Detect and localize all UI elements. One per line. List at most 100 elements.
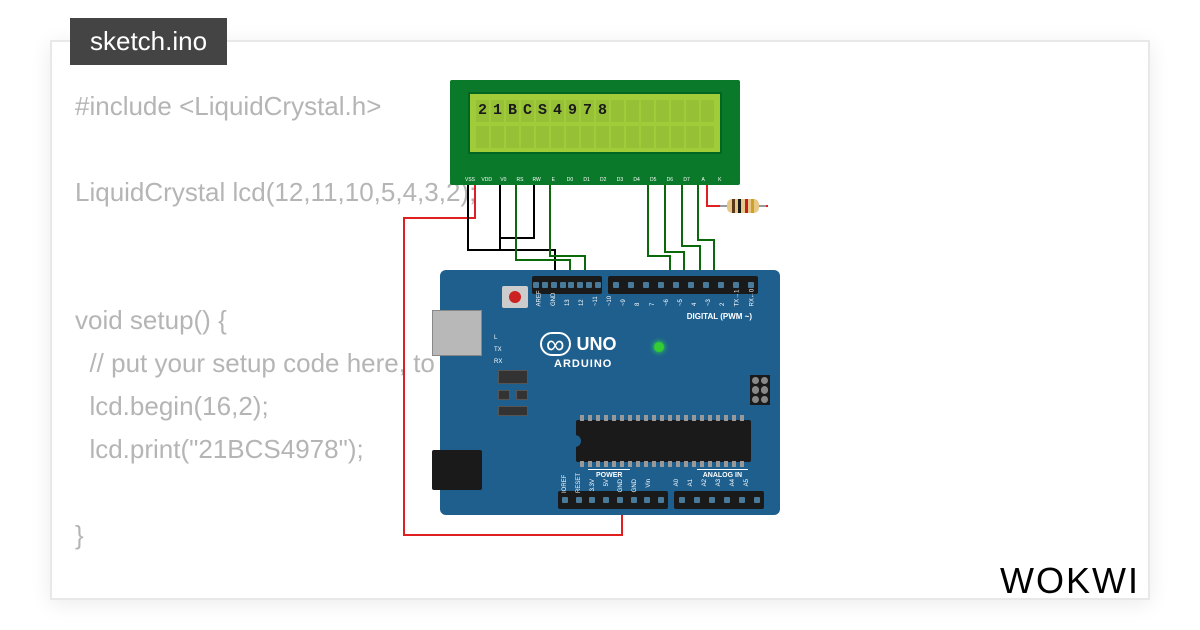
resistor-lead: [720, 205, 727, 207]
power-header: [558, 491, 668, 509]
resistor-band: [751, 199, 754, 213]
pin-label: ~6: [664, 292, 670, 306]
circuit-diagram[interactable]: 21BCS4978 VSSVDDV0RSRWED0D1D2D3D4D5D6D7A…: [380, 80, 860, 540]
pin-label: A0: [674, 479, 680, 493]
code-line: }: [75, 520, 84, 550]
lcd-pin-label: D7: [681, 177, 693, 183]
tx-rx-labels: L TX RX: [494, 332, 502, 368]
pin-label: 12: [579, 292, 585, 306]
pin-label: 8: [636, 292, 642, 306]
lcd-char: [626, 100, 639, 122]
pin-label: A3: [716, 479, 722, 493]
pin-label: ~11: [593, 292, 599, 306]
lcd-char: [686, 100, 699, 122]
code-line: lcd.begin(16,2);: [75, 391, 269, 421]
brand-label: ARDUINO: [554, 358, 612, 370]
pin-label: RX←0: [750, 292, 756, 307]
lcd-char: [686, 126, 699, 148]
l-label: L: [494, 332, 502, 344]
lcd-char: [611, 126, 624, 148]
lcd-char: [611, 100, 624, 122]
pin-label: 5V: [604, 479, 610, 493]
lcd-char: 4: [551, 100, 564, 122]
pin-label: 4: [692, 292, 698, 306]
lcd-module[interactable]: 21BCS4978 VSSVDDV0RSRWED0D1D2D3D4D5D6D7A…: [450, 80, 740, 185]
lcd-char: [656, 126, 669, 148]
pin-label: 3.3V: [590, 479, 596, 493]
pin-label: A4: [730, 479, 736, 493]
lcd-pin-label: E: [547, 177, 559, 183]
lcd-pin-label: RS: [514, 177, 526, 183]
lcd-char: [641, 126, 654, 148]
lcd-pin-label: V0: [497, 177, 509, 183]
digital-label: DIGITAL (PWM ~): [687, 312, 752, 321]
usb-port: [432, 310, 482, 356]
lcd-char: [491, 126, 504, 148]
resistor-band: [738, 199, 741, 213]
top-pin-labels: AREFGND1312~11~10~987~6~54~32TX→1RX←0: [532, 296, 760, 302]
pin-label: ~3: [706, 292, 712, 306]
file-tab[interactable]: sketch.ino: [70, 18, 227, 65]
model-label: UNO: [577, 334, 617, 355]
analog-header: [674, 491, 764, 509]
lcd-char: [641, 100, 654, 122]
pin-label: 2: [720, 292, 726, 306]
lcd-char: [656, 100, 669, 122]
pin-label: RESET: [576, 479, 582, 493]
pin-label: ~5: [678, 292, 684, 306]
bottom-pin-labels: IOREFRESET3.3V5VGNDGNDVinA0A1A2A3A4A5: [558, 483, 768, 489]
lcd-char: [521, 126, 534, 148]
pin-label: A5: [744, 479, 750, 493]
pin-label: AREF: [537, 292, 543, 307]
lcd-pin-label: D5: [647, 177, 659, 183]
lcd-pin-label: D0: [564, 177, 576, 183]
icsp-header: [750, 375, 770, 405]
code-line: void setup() {: [75, 305, 227, 335]
pin-label: GND: [632, 479, 638, 493]
power-label: POWER: [588, 469, 630, 479]
arduino-uno[interactable]: AREFGND1312~11~10~987~6~54~32TX→1RX←0 IO…: [440, 270, 780, 515]
pin-label: ~9: [621, 292, 627, 306]
lcd-pin-label: K: [714, 177, 726, 183]
lcd-char: 8: [596, 100, 609, 122]
tx-label: TX: [494, 344, 502, 356]
resistor[interactable]: [720, 199, 766, 213]
lcd-pin-label: VDD: [481, 177, 493, 183]
lcd-char: [566, 126, 579, 148]
infinity-icon: ∞: [540, 332, 571, 356]
lcd-char: 2: [476, 100, 489, 122]
lcd-screen: 21BCS4978: [468, 92, 722, 154]
lcd-pin-label: RW: [531, 177, 543, 183]
lcd-row-0: 21BCS4978: [476, 100, 714, 122]
wokwi-logo: WOKWI: [1000, 560, 1140, 602]
pin-label: A1: [688, 479, 694, 493]
arduino-board: AREFGND1312~11~10~987~6~54~32TX→1RX←0 IO…: [440, 270, 780, 515]
lcd-pin-label: VSS: [464, 177, 476, 183]
lcd-char: [476, 126, 489, 148]
lcd-pin-label: A: [697, 177, 709, 183]
smd-components: [498, 370, 538, 420]
analog-label: ANALOG IN: [697, 469, 748, 479]
atmega-chip: [576, 420, 751, 462]
lcd-char: 9: [566, 100, 579, 122]
resistor-lead: [759, 205, 766, 207]
pin-label: TX→1: [735, 292, 741, 307]
pin-label: [660, 479, 666, 493]
file-tab-label: sketch.ino: [90, 26, 207, 56]
lcd-char: [551, 126, 564, 148]
pin-label: A2: [702, 479, 708, 493]
code-line: lcd.print("21BCS4978");: [75, 434, 364, 464]
pin-label: Vin: [646, 479, 652, 493]
power-jack: [432, 450, 482, 490]
pin-label: ~10: [607, 292, 613, 306]
lcd-pin-label: D2: [597, 177, 609, 183]
lcd-pin-label: D1: [581, 177, 593, 183]
lcd-char: [701, 126, 714, 148]
lcd-char: [506, 126, 519, 148]
lcd-row-1: [476, 126, 714, 148]
reset-button[interactable]: [502, 286, 528, 308]
pin-label: IOREF: [562, 479, 568, 493]
pin-label: 13: [565, 292, 571, 306]
power-led: [654, 342, 664, 352]
lcd-char: 7: [581, 100, 594, 122]
